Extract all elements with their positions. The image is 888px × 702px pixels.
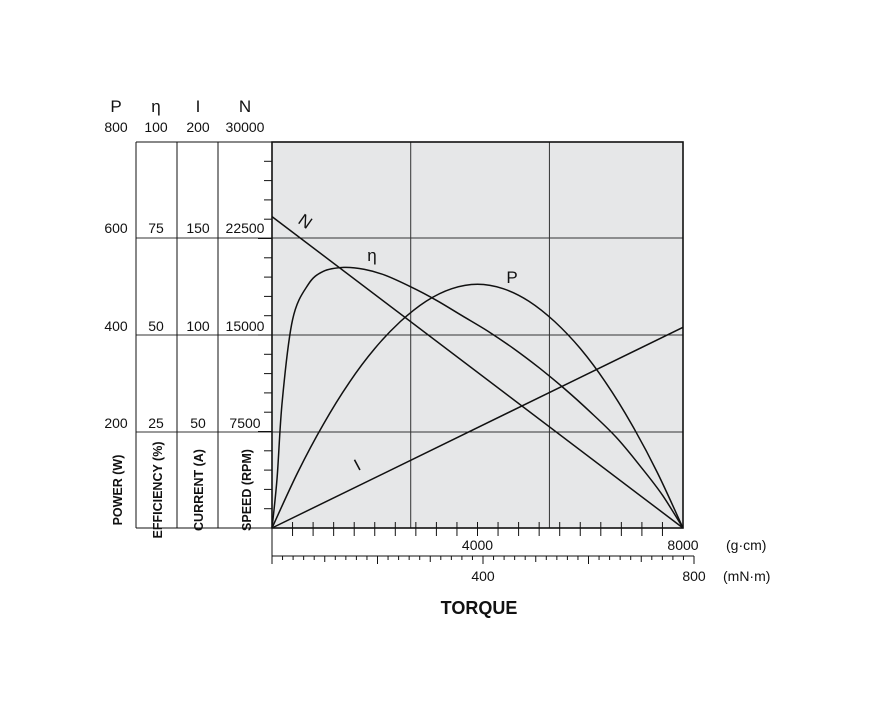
y-tick-label: 200 [186,119,210,135]
y-tick-label: 75 [148,220,164,236]
y-axis-symbol: η [151,97,160,116]
y-tick-label: 50 [190,415,206,431]
y-tick-label: 200 [104,415,128,431]
efficiency-curve-label: η [367,246,376,265]
curves-layer [271,216,684,529]
power-curve-label: P [506,268,517,287]
y-tick-label: 800 [104,119,128,135]
y-tick-label: 30000 [226,119,265,135]
y-axis-symbol: N [239,97,251,116]
y-tick-label: 22500 [226,220,265,236]
y-tick-label: 7500 [229,415,260,431]
y-tick-label: 25 [148,415,164,431]
y-axis-symbol: I [196,97,201,116]
x-axis-title: TORQUE [441,598,518,618]
y-tick-label: 15000 [226,318,265,334]
y-tick-label: 400 [104,318,128,334]
text-layer: 4000 8000 400 800 (g·cm) (mN·m) TORQUE P 800 600 4… [104,97,770,618]
x-tick-label-gcm: 4000 [462,537,493,553]
y-axis-title: SPEED (RPM) [240,449,254,531]
y-tick-label: 100 [186,318,210,334]
axes-layer [135,141,695,564]
speed-curve [271,216,684,529]
x-unit-gcm: (g·cm) [726,537,766,553]
x-tick-label-gcm: 8000 [667,537,698,553]
y-axis-title: CURRENT (A) [192,449,206,531]
y-tick-label: 150 [186,220,210,236]
current-curve [271,326,684,529]
efficiency-curve [271,266,684,529]
y-axis-title: EFFICIENCY (%) [151,442,165,539]
y-tick-label: 600 [104,220,128,236]
x-unit-mnm: (mN·m) [723,568,770,584]
y-tick-label: 100 [144,119,168,135]
power-curve [271,283,684,529]
y-axis-title: POWER (W) [111,455,125,526]
y-axis-symbol: P [110,97,121,116]
y-tick-label: 50 [148,318,164,334]
x-tick-label-mnm: 400 [471,568,495,584]
x-tick-label-mnm: 800 [682,568,706,584]
